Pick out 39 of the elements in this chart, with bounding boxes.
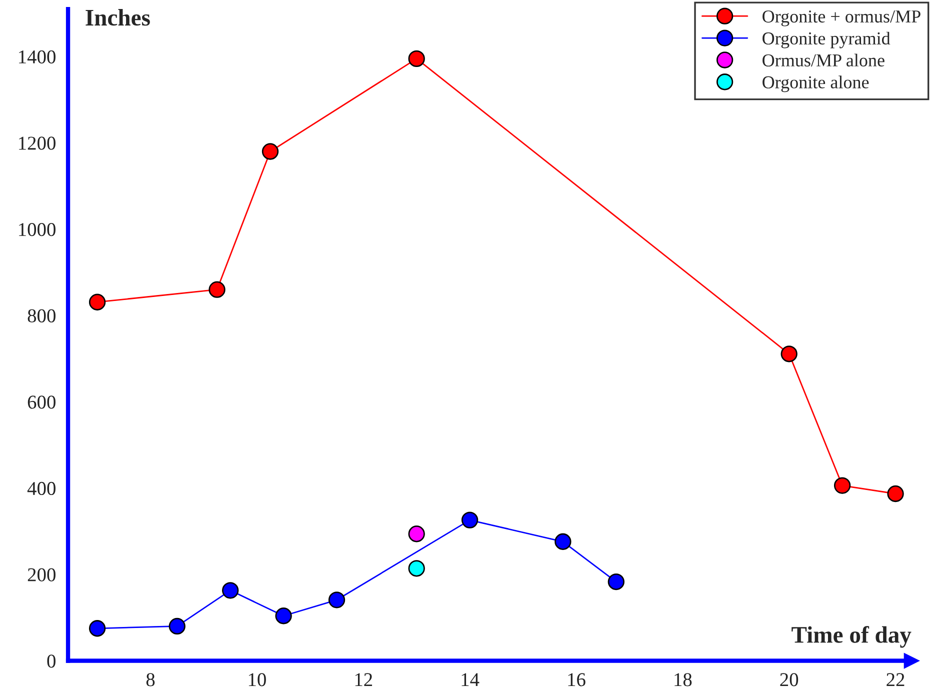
point: [608, 573, 624, 590]
point: [328, 592, 346, 608]
y-tick-label: 800: [28, 309, 56, 322]
y-tick-label: 200: [28, 568, 56, 582]
legend-label: Orgonite + ormus/MP: [762, 10, 920, 26]
x-tick-label: 10: [248, 673, 266, 686]
point: [88, 620, 106, 637]
point: [275, 608, 292, 624]
point: [168, 618, 186, 635]
point: [222, 582, 239, 599]
point: [408, 526, 425, 542]
point: [262, 143, 279, 160]
x-tick-label: 8: [146, 673, 155, 686]
y-tick-label: 600: [28, 396, 56, 409]
x-tick-label: 12: [355, 673, 372, 686]
point: [408, 50, 425, 68]
x-tick-label: 22: [886, 673, 904, 686]
x-tick-label: 18: [674, 673, 692, 686]
point: [88, 294, 106, 310]
point: [887, 485, 904, 502]
y-tick-label: 0: [47, 654, 56, 668]
y-axis-title: Inches: [86, 9, 150, 26]
point: [208, 281, 226, 298]
y-tick-label: 400: [27, 482, 56, 496]
x-tick-label: 20: [780, 673, 798, 686]
y-tick-label: 1200: [19, 136, 56, 150]
point: [780, 346, 798, 362]
x-tick-label: 16: [568, 673, 586, 686]
legend-label: Orgonite pyramid: [762, 32, 890, 48]
x-tick-label: 14: [462, 673, 480, 686]
y-tick-label: 1000: [19, 222, 56, 236]
point: [461, 512, 478, 528]
x-axis-title: Time of day: [792, 626, 912, 648]
point: [834, 477, 851, 494]
y-tick-label: 1400: [19, 50, 56, 64]
point: [554, 533, 572, 550]
point: [408, 560, 425, 577]
legend-label: Orgonite alone: [762, 76, 869, 92]
legend-label: Ormus/MP alone: [762, 54, 884, 66]
